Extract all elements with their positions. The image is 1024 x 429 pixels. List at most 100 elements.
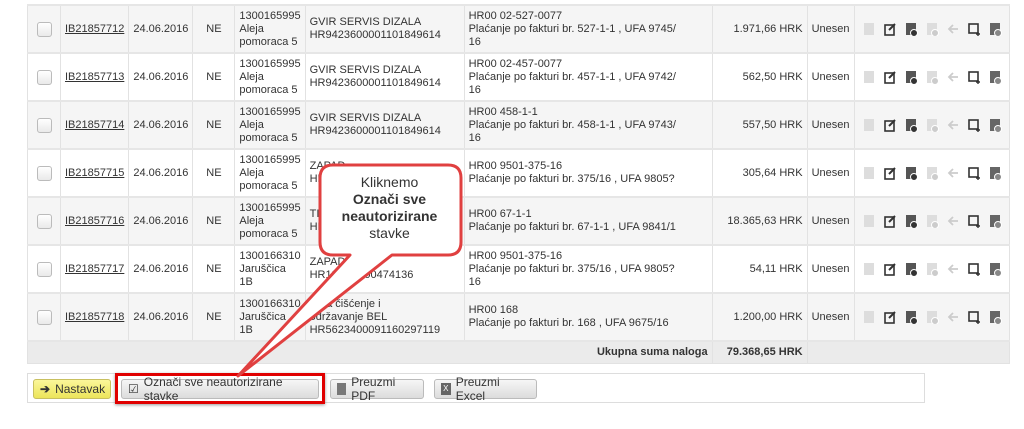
order-id-link[interactable]: IB21857714 (65, 118, 125, 131)
add-icon[interactable] (967, 118, 981, 132)
document-icon[interactable] (862, 22, 876, 36)
order-id-link[interactable]: IB21857712 (65, 22, 125, 35)
callout-text: Kliknemo Označi sve neautorizirane stavk… (341, 174, 438, 241)
sign-icon[interactable] (925, 310, 939, 324)
payee-line: održavanje BEL (309, 310, 388, 323)
delete-icon[interactable] (988, 310, 1002, 324)
authorize-icon[interactable] (904, 70, 918, 84)
account-address: 1300166310 Jaruščica 1B (234, 244, 306, 294)
authorize-icon[interactable] (904, 310, 918, 324)
status: Unesen (806, 148, 855, 198)
authorize-icon[interactable] (904, 118, 918, 132)
continue-button[interactable]: ➔ Nastavak (33, 379, 111, 399)
authorize-icon[interactable] (904, 262, 918, 276)
add-icon[interactable] (967, 166, 981, 180)
table-row: IB21857713 24.06.2016 NE 1300165995 Aleja… (27, 52, 1011, 102)
description: HR00 9501-375-16 Plaćanje po fakturi br. … (463, 148, 713, 198)
add-icon[interactable] (967, 70, 981, 84)
edit-icon[interactable] (883, 118, 897, 132)
desc-line: Plaćanje po fakturi br. 375/16 , UFA 980… (468, 262, 675, 275)
add-icon[interactable] (967, 22, 981, 36)
add-icon[interactable] (967, 214, 981, 228)
description: HR00 02-457-0077 Plaćanje po fakturi br. … (463, 52, 713, 102)
row-checkbox[interactable] (36, 213, 52, 229)
addr-line: Aleja (239, 22, 264, 35)
description: HR00 67-1-1 Plaćanje po fakturi br. 67-1-… (463, 196, 713, 246)
amount: 305,64 HRK (711, 148, 808, 198)
add-icon[interactable] (967, 262, 981, 276)
download-excel-button[interactable]: X Preuzmi Excel (434, 375, 537, 403)
arrow-right-icon: ➔ (40, 382, 51, 396)
addr-line: pomoraca 5 (239, 179, 298, 192)
order-id-link[interactable]: IB21857715 (65, 166, 125, 179)
edit-icon[interactable] (883, 166, 897, 180)
desc-line: Plaćanje po fakturi br. 527-1-1 , UFA 97… (468, 22, 676, 35)
row-checkbox[interactable] (36, 69, 52, 85)
total-row: Ukupna suma naloga 79.368,65 HRK (27, 340, 1011, 364)
sign-icon[interactable] (925, 262, 939, 276)
addr-line: 1300166310 (239, 297, 301, 310)
payee-line: HR9423600001101849614 (309, 77, 441, 89)
delete-icon[interactable] (988, 166, 1002, 180)
edit-icon[interactable] (883, 70, 897, 84)
order-id-link[interactable]: IB21857713 (65, 70, 125, 83)
delete-icon[interactable] (988, 70, 1002, 84)
delete-icon[interactable] (988, 118, 1002, 132)
select-all-unauthorized-button[interactable]: ☑ Označi sve neautorizirane stavke (121, 375, 319, 403)
authorize-icon[interactable] (904, 166, 918, 180)
order-date: 24.06.2016 (128, 292, 194, 342)
back-arrow-icon[interactable] (946, 166, 960, 180)
edit-icon[interactable] (883, 22, 897, 36)
order-id-link[interactable]: IB21857718 (65, 310, 125, 323)
edit-icon[interactable] (883, 262, 897, 276)
document-icon[interactable] (862, 262, 876, 276)
addr-line: pomoraca 5 (239, 227, 298, 240)
account-address: 1300165995 Aleja pomoraca 5 (234, 52, 306, 102)
addr-line: 1300165995 (239, 9, 301, 22)
sign-icon[interactable] (925, 214, 939, 228)
description: HR00 02-527-0077 Plaćanje po fakturi br. … (463, 4, 713, 54)
payee: is za čišćenje i održavanje BEL HR56234000… (304, 292, 465, 342)
row-checkbox[interactable] (36, 21, 52, 37)
document-icon[interactable] (862, 166, 876, 180)
back-arrow-icon[interactable] (946, 22, 960, 36)
back-arrow-icon[interactable] (946, 70, 960, 84)
document-icon[interactable] (862, 214, 876, 228)
document-icon[interactable] (862, 310, 876, 324)
sign-icon[interactable] (925, 166, 939, 180)
row-checkbox[interactable] (36, 165, 52, 181)
amount: 1.200,00 HRK (711, 292, 808, 342)
delete-icon[interactable] (988, 262, 1002, 276)
authorize-icon[interactable] (904, 214, 918, 228)
sign-icon[interactable] (925, 70, 939, 84)
document-icon[interactable] (862, 70, 876, 84)
edit-icon[interactable] (883, 214, 897, 228)
download-pdf-button[interactable]: Preuzmi PDF (330, 375, 424, 403)
edit-icon[interactable] (883, 310, 897, 324)
order-id-link[interactable]: IB21857717 (65, 262, 125, 275)
add-icon[interactable] (967, 310, 981, 324)
urgent-flag: NE (192, 4, 236, 54)
row-checkbox[interactable] (36, 309, 52, 325)
row-checkbox[interactable] (36, 117, 52, 133)
order-id-link[interactable]: IB21857716 (65, 214, 125, 227)
sign-icon[interactable] (925, 22, 939, 36)
total-label: Ukupna suma naloga (27, 340, 713, 364)
desc-line: 16 (468, 275, 481, 288)
back-arrow-icon[interactable] (946, 118, 960, 132)
desc-line: Plaćanje po fakturi br. 375/16 , UFA 980… (468, 173, 675, 185)
row-checkbox[interactable] (36, 261, 52, 277)
desc-line: HR00 458-1-1 (468, 105, 538, 118)
delete-icon[interactable] (988, 22, 1002, 36)
delete-icon[interactable] (988, 214, 1002, 228)
amount: 562,50 HRK (711, 52, 808, 102)
payee-line: GVIR SERVIS DIZALA (309, 16, 422, 28)
back-arrow-icon[interactable] (946, 214, 960, 228)
authorize-icon[interactable] (904, 22, 918, 36)
document-icon[interactable] (862, 118, 876, 132)
back-arrow-icon[interactable] (946, 262, 960, 276)
back-arrow-icon[interactable] (946, 310, 960, 324)
addr-line: pomoraca 5 (239, 83, 298, 96)
sign-icon[interactable] (925, 118, 939, 132)
